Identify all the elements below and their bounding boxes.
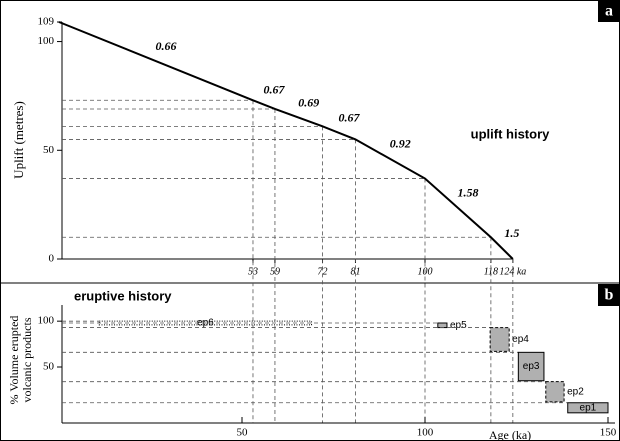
x-tick-label: 118	[484, 266, 498, 277]
eruption-box	[567, 402, 609, 414]
x-tick-label: 72	[318, 266, 328, 277]
chart-title: eruptive history	[74, 288, 172, 303]
y-tick-label: 100	[38, 315, 55, 327]
rate-label: 0.67	[263, 82, 285, 96]
eruption-label: ep1	[580, 402, 597, 413]
rate-label: 1.58	[457, 186, 478, 200]
panel-label: a	[605, 3, 613, 20]
eruption-box	[489, 327, 510, 352]
x-tick-label: 81	[350, 266, 360, 277]
panel-a-box	[598, 0, 620, 22]
y-axis-label: Uplift (metres)	[11, 101, 26, 179]
annotation: uplift history	[471, 126, 550, 141]
rate-label: 0.92	[390, 137, 411, 151]
y-tick-label: 50	[43, 144, 55, 156]
rate-label: 0.69	[298, 95, 319, 109]
eruption-label: ep4	[512, 334, 529, 345]
y-axis-label: volcanic products	[20, 317, 34, 402]
rate-label: 0.67	[338, 111, 360, 125]
y-tick-label: 109	[38, 16, 55, 28]
eruption-box	[437, 322, 448, 329]
eruption-box	[545, 381, 565, 403]
y-tick-label: 0	[49, 253, 55, 265]
x-axis-label: Age (ka)	[489, 428, 531, 441]
x-tick-label: 100	[417, 427, 434, 439]
rate-label: 1.5	[504, 226, 519, 240]
eruption-label: ep3	[523, 361, 540, 372]
x-tick-label: 124 ka	[499, 266, 526, 277]
eruption-label: ep5	[450, 320, 467, 331]
y-axis-label: % Volume erupted	[7, 316, 21, 405]
eruption-box	[517, 351, 545, 382]
uplift-line	[58, 21, 514, 260]
x-tick-label: 50	[237, 427, 249, 439]
panel-label: b	[605, 287, 614, 304]
y-tick-label: 50	[43, 361, 55, 373]
panel-b-box	[598, 284, 620, 306]
eruption-label: ep2	[567, 386, 584, 397]
rate-label: 0.66	[155, 39, 176, 53]
x-tick-label: 150	[600, 427, 617, 439]
y-tick-label: 100	[38, 35, 55, 47]
